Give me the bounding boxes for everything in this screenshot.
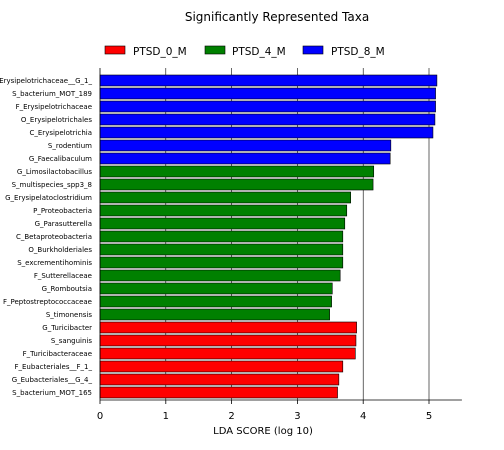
category-label: S_bacterium_MOT_165 <box>12 389 92 397</box>
chart-title: Significantly Represented Taxa <box>185 10 369 24</box>
bars <box>99 74 438 399</box>
category-label: S_excrementihominis <box>17 259 92 267</box>
category-label: C_Erysipelotrichia <box>30 129 93 137</box>
legend-swatch-ptsd-8 <box>302 45 324 55</box>
bar <box>99 308 330 321</box>
category-label: Erysipelotrichaceae__G_1_ <box>0 77 92 85</box>
bar <box>99 178 374 191</box>
bar <box>99 230 344 243</box>
category-label: S_sanguinis <box>51 337 93 345</box>
bar <box>99 139 392 152</box>
category-label: S_timonensis <box>46 311 93 319</box>
legend: PTSD_0_M PTSD_4_M PTSD_8_M <box>104 45 385 58</box>
bar <box>99 347 356 360</box>
category-label: F_Eubacteriales__F_1_ <box>14 363 92 371</box>
legend-label-ptsd-8: PTSD_8_M <box>331 46 385 58</box>
x-tick-label: 2 <box>228 411 234 422</box>
x-axis-ticks: 0 1 2 3 4 5 <box>97 400 432 422</box>
legend-label-ptsd-4: PTSD_4_M <box>232 46 286 58</box>
category-label: G_Limosilactobacillus <box>17 168 92 176</box>
bar <box>99 373 340 386</box>
category-label: S_bacterium_MOT_189 <box>12 90 92 98</box>
bar <box>99 113 436 126</box>
x-axis-title: LDA SCORE (log 10) <box>213 426 313 437</box>
bar <box>99 100 436 113</box>
category-label: G_Faecalibaculum <box>29 155 92 163</box>
x-tick-label: 5 <box>426 411 432 422</box>
bar <box>99 269 341 282</box>
category-label: F_Erysipelotrichaceae <box>16 103 92 111</box>
category-label: O_Burkholderiales <box>28 246 92 254</box>
category-label: F_Peptostreptococcaceae <box>3 298 92 306</box>
category-labels: Erysipelotrichaceae__G_1_ S_bacterium_MOT… <box>0 77 92 397</box>
bar <box>99 386 338 399</box>
legend-swatch-ptsd-4 <box>204 45 226 55</box>
bar <box>99 243 344 256</box>
bar <box>99 87 436 100</box>
bar <box>99 152 391 165</box>
category-label: S_multispecies_spp3_8 <box>12 181 92 189</box>
x-tick-label: 1 <box>163 411 169 422</box>
x-tick-label: 0 <box>97 411 103 422</box>
bar <box>99 217 346 230</box>
bar <box>99 295 332 308</box>
bar <box>99 334 357 347</box>
bar <box>99 165 375 178</box>
bar <box>99 204 348 217</box>
legend-label-ptsd-0: PTSD_0_M <box>133 46 187 58</box>
bar <box>99 126 434 139</box>
bar <box>99 321 357 334</box>
category-label: C_Betaproteobacteria <box>16 233 92 241</box>
bar <box>99 191 351 204</box>
category-label: G_Eubacteriales__G_4_ <box>12 376 93 384</box>
category-label: P_Proteobacteria <box>33 207 92 215</box>
legend-swatch-ptsd-0 <box>104 45 126 55</box>
bar <box>99 282 333 295</box>
category-label: G_Parasutterella <box>35 220 92 228</box>
category-label: F_Sutterellaceae <box>34 272 92 280</box>
category-label: O_Erysipelotrichales <box>21 116 92 124</box>
x-tick-label: 4 <box>360 411 366 422</box>
category-label: S_rodentium <box>48 142 92 150</box>
bar <box>99 360 344 373</box>
category-label: G_Romboutsia <box>42 285 92 293</box>
x-tick-label: 3 <box>294 411 300 422</box>
category-label: F_Turicibacteraceae <box>23 350 92 358</box>
bar <box>99 256 344 269</box>
category-label: G_Turicibacter <box>42 324 92 332</box>
bar <box>99 74 438 87</box>
category-label: G_Erysipelatoclostridium <box>5 194 92 202</box>
